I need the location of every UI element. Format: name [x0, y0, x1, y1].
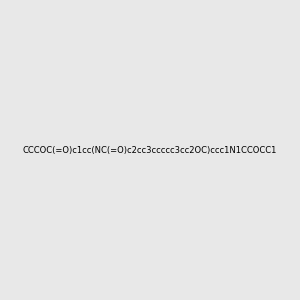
Text: CCCOC(=O)c1cc(NC(=O)c2cc3ccccc3cc2OC)ccc1N1CCOCC1: CCCOC(=O)c1cc(NC(=O)c2cc3ccccc3cc2OC)ccc… — [23, 146, 277, 154]
